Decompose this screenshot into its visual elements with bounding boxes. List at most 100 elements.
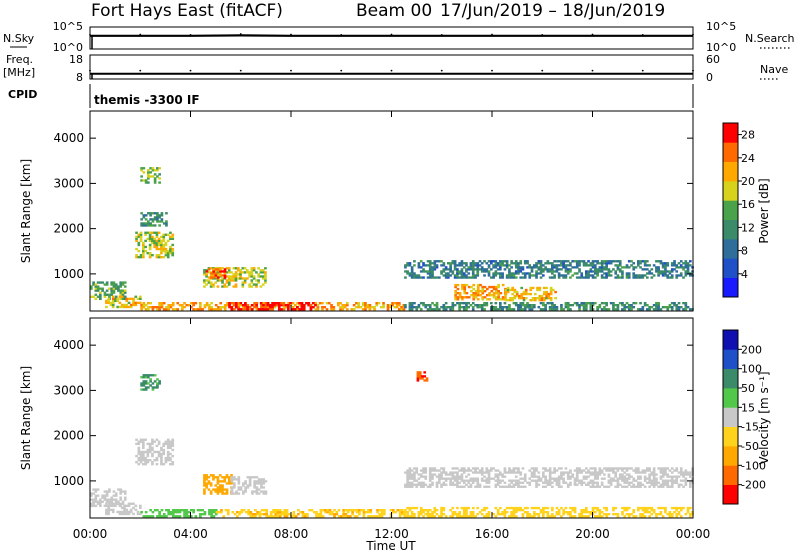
nsearch-point: [139, 33, 142, 36]
echo-cell: [682, 471, 685, 474]
echo-cell: [637, 471, 640, 474]
echo-cell: [456, 473, 459, 476]
echo-cell: [300, 304, 304, 307]
echo-cell: [508, 506, 511, 510]
echo-cell: [673, 302, 676, 305]
echo-cell: [462, 306, 466, 309]
echo-cell: [151, 167, 155, 170]
echo-cell: [591, 264, 595, 267]
echo-cell: [431, 467, 434, 470]
echo-cell: [117, 289, 120, 292]
echo-cell: [408, 515, 412, 518]
echo-cell: [467, 272, 471, 275]
echo-cell: [147, 515, 150, 518]
echo-cell: [666, 485, 670, 488]
echo-cell: [474, 296, 478, 299]
echo-cell: [480, 479, 484, 482]
echo-cell: [618, 268, 622, 271]
echo-cell: [648, 511, 651, 514]
echo-cell: [239, 269, 242, 272]
echo-cell: [225, 482, 229, 485]
echo-cell: [490, 260, 493, 263]
echo-cell: [231, 511, 235, 514]
echo-cell: [144, 374, 148, 377]
echo-cell: [478, 304, 482, 307]
echo-cell: [650, 306, 654, 309]
echo-cell: [216, 492, 220, 495]
echo-cell: [505, 264, 509, 267]
echo-cell: [480, 471, 484, 474]
echo-cell: [153, 306, 157, 309]
echo-cell: [125, 512, 129, 516]
echo-cell: [157, 239, 161, 243]
echo-cell: [465, 292, 469, 295]
echo-cell: [497, 292, 500, 295]
echo-cell: [664, 264, 667, 267]
echo-cell: [364, 511, 368, 514]
echo-cell: [521, 513, 525, 516]
echo-cell: [648, 479, 651, 482]
echo-cell: [495, 290, 498, 293]
colorbar-swatch: [723, 330, 738, 350]
echo-cell: [353, 515, 357, 518]
echo-cell: [438, 469, 441, 472]
echo-cell: [212, 268, 216, 271]
echo-cell: [300, 306, 304, 309]
echo-cell: [499, 473, 502, 476]
echo-cell: [508, 483, 511, 486]
echo-cell: [227, 277, 231, 280]
echo-cell: [422, 268, 425, 271]
echo-cell: [474, 304, 477, 307]
echo-cell: [618, 264, 622, 267]
echo-cell: [646, 511, 649, 514]
velocity-echo-cells: [90, 371, 694, 518]
echo-cell: [580, 515, 584, 518]
echo-cell: [251, 490, 254, 493]
echo-cell: [190, 302, 193, 305]
echo-cell: [316, 306, 320, 309]
echo-cell: [351, 509, 354, 512]
echo-cell: [287, 308, 290, 311]
echo-cell: [164, 459, 168, 462]
echo-cell: [158, 177, 161, 180]
echo-cell: [165, 224, 168, 227]
echo-cell: [623, 515, 627, 518]
echo-cell: [283, 511, 287, 514]
echo-cell: [103, 490, 107, 493]
echo-cell: [164, 233, 168, 236]
echo-cell: [174, 509, 177, 512]
echo-cell: [603, 485, 606, 488]
echo-cell: [483, 509, 486, 512]
colorbar-swatch: [723, 123, 738, 143]
echo-cell: [218, 490, 222, 493]
echo-cell: [625, 506, 629, 510]
echo-cell: [169, 245, 172, 249]
echo-cell: [616, 515, 620, 518]
echo-cell: [605, 304, 608, 307]
echo-cell: [112, 504, 116, 508]
echo-cell: [283, 509, 287, 512]
echo-cell: [449, 481, 452, 484]
echo-cell: [96, 494, 100, 497]
echo-cell: [252, 269, 256, 272]
echo-cell: [449, 509, 452, 512]
echo-cell: [192, 511, 195, 514]
echo-cell: [230, 480, 234, 483]
echo-cell: [596, 483, 599, 486]
echo-cell: [544, 511, 547, 514]
echo-cell: [530, 475, 534, 478]
echo-cell: [646, 308, 649, 311]
nsearch-point: [641, 34, 644, 36]
echo-cell: [404, 264, 407, 267]
echo-cell: [589, 473, 593, 476]
echo-cell: [535, 262, 538, 265]
echo-cell: [467, 268, 471, 271]
echo-cell: [625, 479, 629, 482]
echo-cell: [155, 243, 159, 247]
echo-cell: [144, 181, 148, 184]
echo-cell: [555, 270, 559, 273]
echo-cell: [494, 266, 498, 269]
echo-cell: [566, 511, 570, 514]
echo-cell: [605, 266, 608, 269]
echo-cell: [246, 269, 249, 272]
